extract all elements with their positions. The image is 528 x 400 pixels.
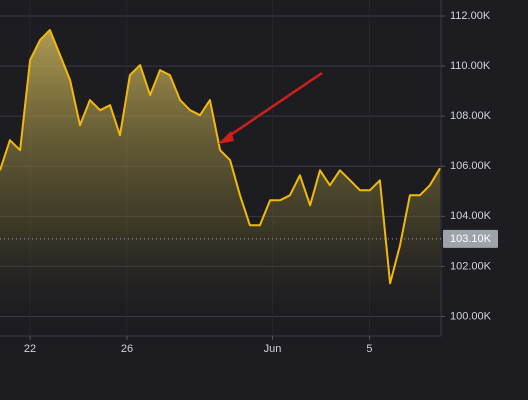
y-tick-label: 110.00K (450, 60, 491, 72)
last-price-label: 103.10K (450, 233, 492, 245)
x-tick-label: 26 (121, 343, 133, 355)
y-tick-label: 100.00K (450, 310, 492, 322)
area-fill (0, 30, 440, 336)
annotation-arrow (225, 71, 323, 140)
last-price-box (443, 229, 498, 248)
x-tick-label: 22 (24, 343, 36, 355)
y-tick-label: 108.00K (450, 110, 492, 122)
y-tick-label: 104.00K (450, 210, 492, 222)
y-tick-label: 102.00K (450, 260, 492, 272)
annotation-arrowhead (218, 131, 234, 144)
x-tick-label: 5 (366, 343, 372, 355)
price-line (0, 29, 441, 285)
y-tick-label: 112.00K (450, 10, 491, 22)
x-tick-label: Jun (264, 343, 282, 355)
y-tick-label: 106.00K (450, 160, 492, 172)
